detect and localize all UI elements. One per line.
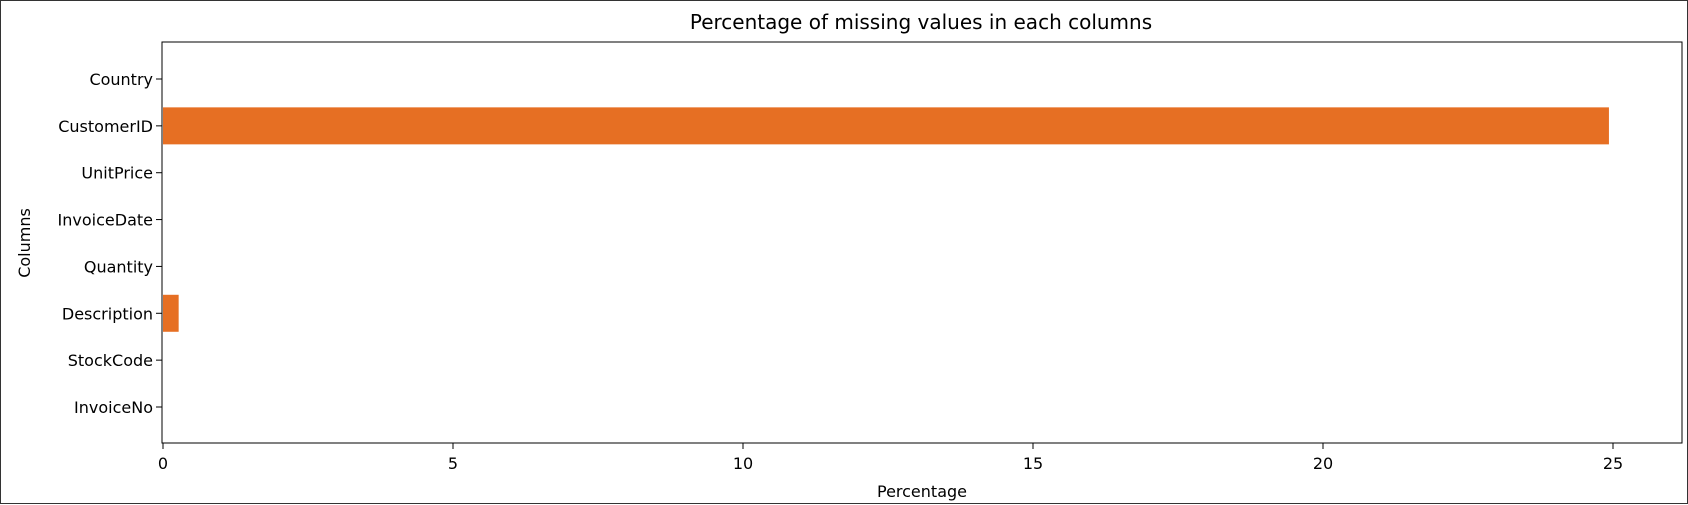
y-tick-label: StockCode — [68, 351, 153, 370]
x-axis-label: Percentage — [877, 482, 967, 501]
y-tick-label: Quantity — [84, 257, 153, 276]
y-tick-label: InvoiceDate — [58, 211, 153, 230]
y-axis-label: Columns — [15, 208, 34, 278]
x-tick-label: 10 — [733, 454, 753, 473]
y-axis: InvoiceNo StockCode Description Quantity Inv… — [58, 70, 162, 417]
x-tick-label: 5 — [448, 454, 458, 473]
y-tick-label: UnitPrice — [81, 164, 153, 183]
bars-group — [163, 107, 1609, 332]
x-tick-label: 0 — [158, 454, 168, 473]
bar-customerid — [163, 107, 1609, 145]
y-tick-label: CustomerID — [58, 117, 153, 136]
x-axis: 0 5 10 15 20 25 — [158, 443, 1623, 473]
x-tick-label: 25 — [1603, 454, 1623, 473]
chart-title: Percentage of missing values in each col… — [690, 10, 1152, 34]
y-tick-label: InvoiceNo — [74, 398, 153, 417]
bar-description — [163, 294, 179, 332]
y-tick-label: Description — [62, 304, 153, 323]
y-tick-label: Country — [89, 70, 153, 89]
x-tick-label: 15 — [1023, 454, 1043, 473]
x-tick-label: 20 — [1313, 454, 1333, 473]
plot-area — [161, 41, 1683, 444]
